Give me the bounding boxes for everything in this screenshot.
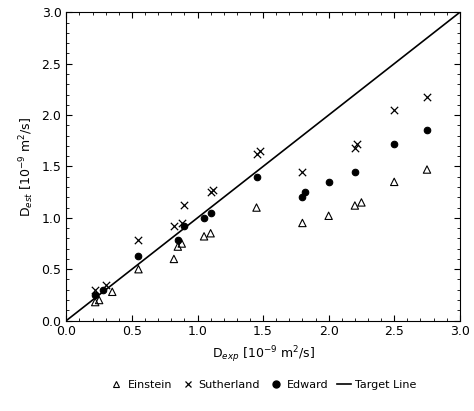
X-axis label: D$_{exp}$ [10$^{-9}$ m$^{2}$/s]: D$_{exp}$ [10$^{-9}$ m$^{2}$/s] [211, 344, 315, 365]
Point [207, 230, 214, 237]
Point [301, 189, 309, 196]
Point [299, 169, 306, 175]
Point [357, 199, 365, 206]
Point [351, 145, 359, 151]
Point [99, 286, 107, 293]
Point [423, 166, 431, 173]
Point [178, 240, 185, 247]
Point [95, 297, 103, 303]
Point [181, 202, 188, 209]
Point [200, 215, 208, 221]
Point [174, 243, 182, 250]
Point [351, 169, 359, 175]
Point [351, 202, 359, 209]
Point [299, 194, 306, 201]
Point [253, 173, 260, 180]
Point [174, 237, 182, 244]
Point [109, 289, 116, 295]
Point [178, 220, 185, 226]
Point [423, 127, 431, 134]
Point [325, 212, 332, 219]
Point [200, 233, 208, 240]
Point [253, 204, 260, 211]
Point [423, 93, 431, 100]
Point [170, 223, 178, 229]
Point [253, 151, 260, 157]
Point [299, 220, 306, 226]
Point [102, 282, 109, 288]
Point [325, 179, 332, 185]
Point [210, 187, 217, 194]
Point [135, 237, 142, 244]
Point [256, 148, 264, 155]
Point [181, 223, 188, 229]
Point [391, 141, 398, 147]
Point [91, 292, 99, 298]
Point [170, 256, 178, 262]
Point [207, 189, 214, 196]
Legend: Einstein, Sutherland, Edward, Target Line: Einstein, Sutherland, Edward, Target Lin… [105, 376, 421, 394]
Point [91, 286, 99, 293]
Point [354, 141, 361, 147]
Point [135, 252, 142, 259]
Point [207, 210, 214, 216]
Point [91, 299, 99, 305]
Point [391, 107, 398, 113]
Point [391, 179, 398, 185]
Y-axis label: D$_{est}$ [10$^{-9}$ m$^{2}$/s]: D$_{est}$ [10$^{-9}$ m$^{2}$/s] [17, 116, 36, 217]
Point [135, 266, 142, 272]
